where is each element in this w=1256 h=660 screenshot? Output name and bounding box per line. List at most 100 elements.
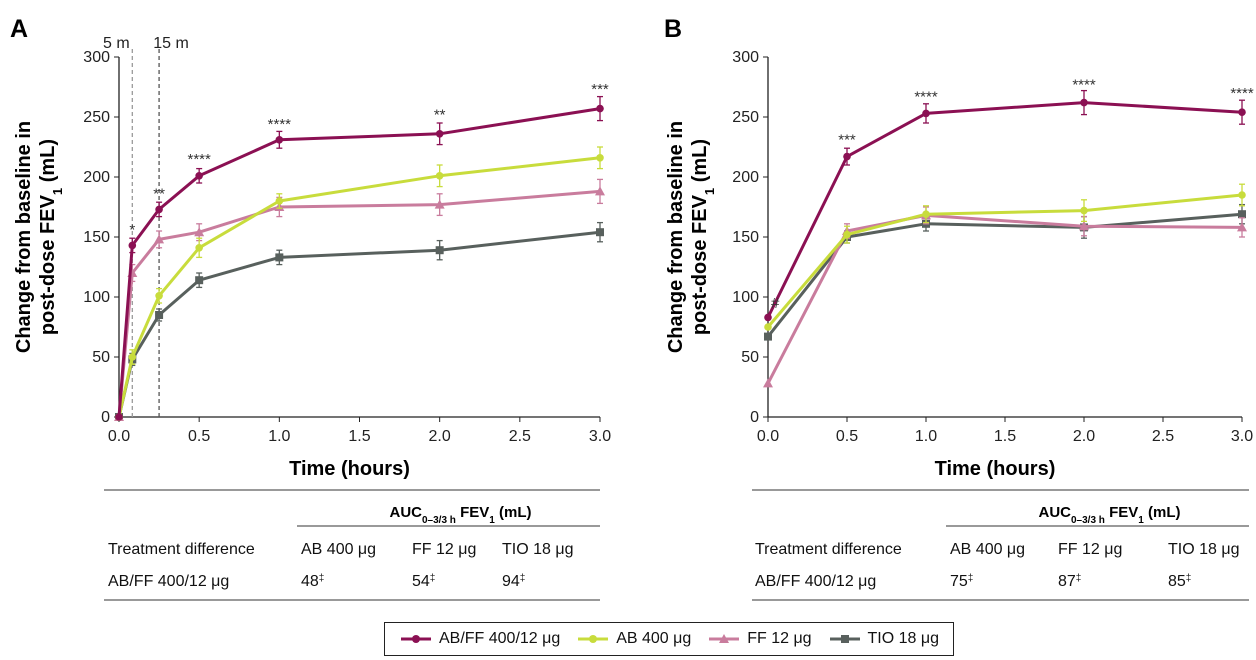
y-tick-label: 150 bbox=[83, 229, 110, 246]
series-abff bbox=[764, 89, 1246, 322]
x-tick-label: 0.0 bbox=[757, 428, 779, 445]
x-tick-label: 1.5 bbox=[348, 428, 370, 445]
series-ab bbox=[764, 183, 1246, 331]
x-tick-label: 1.0 bbox=[268, 428, 290, 445]
x-tick-label: 1.0 bbox=[915, 428, 937, 445]
legend-label-abff: AB/FF 400/12 μg bbox=[438, 630, 561, 647]
data-point bbox=[128, 353, 137, 361]
series-tio bbox=[764, 203, 1246, 341]
table-column-header: TIO 18 μg bbox=[1168, 541, 1239, 558]
y-axis-title-main: post-dose FEV bbox=[689, 194, 711, 335]
data-point bbox=[195, 172, 203, 180]
significance-label: **** bbox=[187, 151, 211, 168]
x-tick-label: 2.5 bbox=[1152, 428, 1174, 445]
y-axis-title-unit: (mL) bbox=[689, 139, 711, 188]
table-cell-mark: ‡ bbox=[430, 573, 436, 584]
data-point bbox=[596, 104, 604, 113]
reference-line-label: 15 m bbox=[153, 35, 189, 52]
significance-label: ** bbox=[153, 186, 165, 203]
data-point bbox=[843, 230, 851, 239]
y-tick-label: 50 bbox=[741, 349, 759, 366]
x-tick-label: 0.0 bbox=[108, 428, 130, 445]
x-axis-title: Time (hours) bbox=[289, 458, 410, 480]
significance-label: *** bbox=[838, 132, 856, 149]
legend: AB/FF 400/12 μg AB 400 μg FF 12 μg TIO 1… bbox=[384, 622, 954, 656]
data-point bbox=[1238, 108, 1246, 116]
x-axis-title: Time (hours) bbox=[935, 458, 1056, 480]
y-axis-title-main: post-dose FEV bbox=[37, 194, 59, 335]
legend-item-ff: FF 12 μg bbox=[707, 630, 812, 648]
table-cell: 54‡ bbox=[412, 573, 435, 591]
y-axis-title-line1: Change from baseline in bbox=[665, 121, 687, 353]
table-row-label: AB/FF 400/12 μg bbox=[755, 573, 876, 590]
data-point bbox=[194, 227, 205, 237]
data-point bbox=[1079, 221, 1089, 231]
legend-item-tio: TIO 18 μg bbox=[828, 630, 939, 648]
table-header-part: 1 bbox=[489, 515, 495, 526]
data-point bbox=[1080, 98, 1088, 107]
series-line bbox=[766, 212, 1243, 338]
y-tick-label: 100 bbox=[83, 289, 110, 306]
panel-letter: A bbox=[10, 15, 28, 43]
table-header-part: 1 bbox=[1138, 515, 1144, 526]
y-tick-label: 300 bbox=[83, 49, 110, 66]
x-tick-label: 2.5 bbox=[509, 428, 531, 445]
data-point bbox=[1080, 206, 1088, 215]
data-point bbox=[596, 228, 604, 237]
reference-line-label: 5 m bbox=[103, 35, 130, 52]
table-header-part: AUC bbox=[390, 504, 423, 521]
y-tick-label: 0 bbox=[101, 409, 110, 426]
auc-table: AUC0–3/3 h FEV1 (mL) Treatment difference… bbox=[104, 489, 600, 601]
y-axis-title-line2: post-dose FEV1 (mL) bbox=[37, 139, 65, 335]
table-cell: 75‡ bbox=[950, 573, 973, 591]
significance-label: **** bbox=[268, 116, 292, 133]
table-cell-value: 87 bbox=[1058, 573, 1076, 590]
x-tick-label: 2.0 bbox=[1073, 428, 1095, 445]
data-point bbox=[843, 152, 851, 161]
series-ff bbox=[763, 206, 1247, 388]
panel-a: A 0 50 100 150 200 250 300 0.0 0.5 1.0 1.5 2.0 2.5 3.0… bbox=[10, 15, 611, 601]
y-tick-label: 50 bbox=[92, 349, 110, 366]
table-column-header: TIO 18 μg bbox=[502, 541, 573, 558]
table-cell-value: 75 bbox=[950, 573, 968, 590]
table-cell-mark: ‡ bbox=[319, 573, 325, 584]
significance-label: *** bbox=[591, 81, 609, 98]
data-point bbox=[764, 323, 772, 331]
table-cell-value: 94 bbox=[502, 573, 520, 590]
data-point bbox=[1237, 222, 1247, 232]
data-point bbox=[115, 413, 123, 421]
data-point bbox=[1238, 210, 1246, 219]
data-point bbox=[275, 253, 284, 262]
table-cell-value: 85 bbox=[1168, 573, 1186, 590]
table-cell-mark: ‡ bbox=[968, 573, 974, 584]
data-point bbox=[763, 378, 773, 388]
y-tick-label: 200 bbox=[83, 169, 110, 186]
data-point bbox=[764, 332, 772, 341]
table-header-part: (mL) bbox=[495, 504, 532, 521]
series-ab bbox=[115, 146, 604, 421]
data-point bbox=[1238, 191, 1246, 199]
data-point bbox=[435, 130, 444, 138]
data-point bbox=[764, 313, 772, 322]
legend-label-ab: AB 400 μg bbox=[616, 630, 692, 647]
table-cell: 94‡ bbox=[502, 573, 525, 591]
data-point bbox=[154, 234, 165, 244]
y-tick-label: 250 bbox=[83, 109, 110, 126]
table-cell: 48‡ bbox=[301, 573, 324, 591]
series-line bbox=[766, 193, 1243, 328]
series-line bbox=[117, 189, 601, 418]
y-tick-label: 150 bbox=[732, 229, 759, 246]
y-axis-title-line1: Change from baseline in bbox=[13, 121, 35, 353]
table-header: AUC0–3/3 h FEV1 (mL) bbox=[390, 504, 532, 526]
auc-table: AUC0–3/3 h FEV1 (mL) Treatment difference… bbox=[752, 489, 1249, 601]
y-axis-title-sub: 1 bbox=[50, 188, 65, 195]
significance-label: * bbox=[129, 222, 135, 239]
panel-b: B 0 50 100 150 200 250 300 0.0 0.5 1.0 1.5 2.0 2.5 3.0… bbox=[664, 15, 1254, 601]
y-tick-label: 250 bbox=[732, 109, 759, 126]
significance-label: **** bbox=[914, 88, 938, 105]
legend-item-ab: AB 400 μg bbox=[576, 630, 691, 648]
data-point bbox=[155, 311, 164, 319]
legend-marker-tio bbox=[829, 635, 860, 643]
table-header-part: 0–3/3 h bbox=[422, 515, 456, 526]
